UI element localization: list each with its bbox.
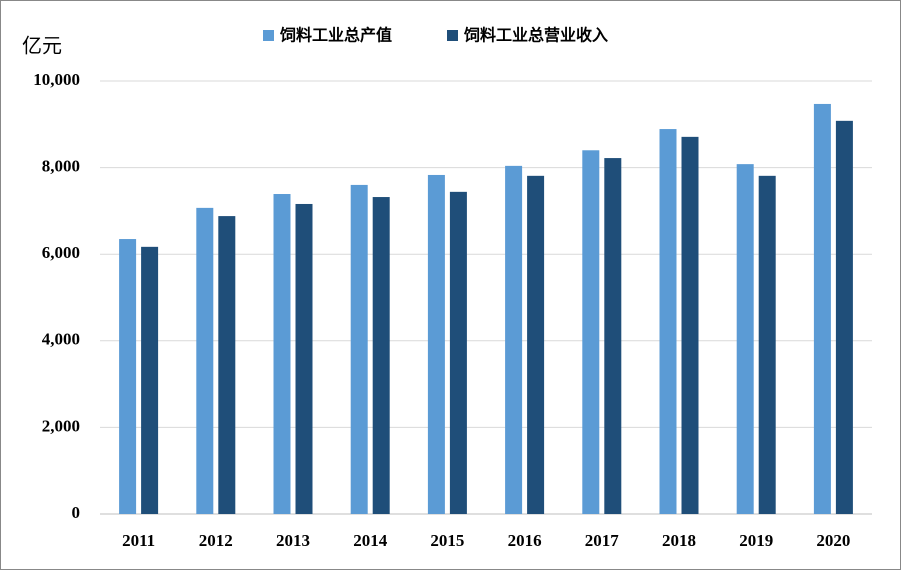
y-tick-label: 6,000 xyxy=(42,243,80,262)
x-tick-label: 2011 xyxy=(122,531,155,550)
x-tick-label: 2016 xyxy=(508,531,542,550)
bar xyxy=(295,203,313,515)
y-unit: 亿元 xyxy=(22,34,62,58)
bar xyxy=(505,165,523,515)
bar xyxy=(449,191,467,514)
bar xyxy=(527,175,545,514)
bar xyxy=(582,150,600,514)
bar xyxy=(758,175,776,514)
x-tick-label: 2017 xyxy=(585,531,620,550)
y-tick-label: 10,000 xyxy=(33,70,80,89)
x-tick-label: 2012 xyxy=(199,531,233,550)
y-tick-label: 2,000 xyxy=(42,416,80,435)
bar xyxy=(141,246,159,515)
bar xyxy=(681,136,699,514)
legend-label: 饲料工业总营业收入 xyxy=(463,26,608,45)
bar xyxy=(218,216,236,514)
bar xyxy=(350,184,368,515)
bar xyxy=(835,120,853,514)
bar xyxy=(604,158,622,514)
bar xyxy=(813,103,831,514)
x-tick-label: 2018 xyxy=(662,531,696,550)
x-tick-label: 2019 xyxy=(739,531,773,550)
x-tick-label: 2015 xyxy=(430,531,464,550)
legend-swatch xyxy=(447,30,458,41)
bar xyxy=(196,207,214,514)
legend-label: 饲料工业总产值 xyxy=(279,26,392,45)
bar xyxy=(119,239,137,515)
y-tick-label: 8,000 xyxy=(42,157,80,176)
y-tick-label: 0 xyxy=(72,503,81,522)
x-tick-label: 2020 xyxy=(816,531,850,550)
legend-swatch xyxy=(263,30,274,41)
x-tick-label: 2014 xyxy=(353,531,388,550)
bar xyxy=(659,129,677,515)
bar xyxy=(273,194,291,514)
bar xyxy=(427,174,445,514)
x-tick-label: 2013 xyxy=(276,531,310,550)
bar xyxy=(736,164,754,515)
y-tick-label: 4,000 xyxy=(42,330,80,349)
bar xyxy=(372,197,390,514)
